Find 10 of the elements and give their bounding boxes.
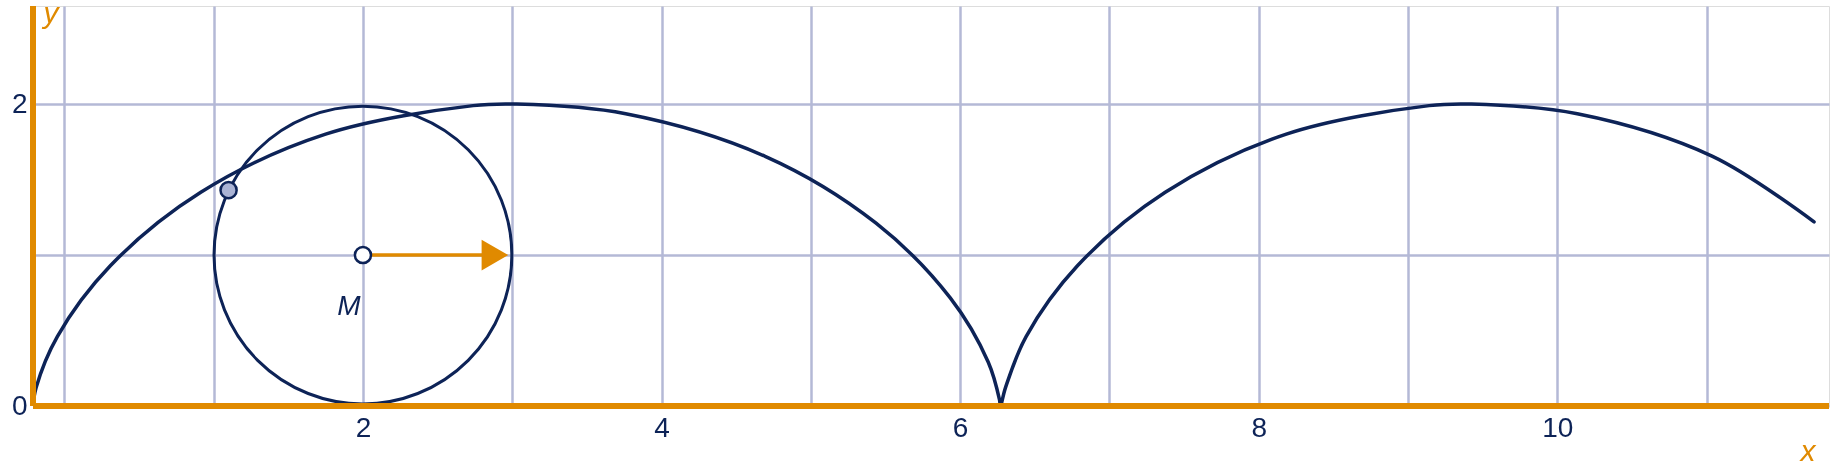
series-label: M — [337, 290, 362, 322]
line-series — [33, 102, 1816, 406]
x-tick-label: 6 — [952, 411, 969, 443]
x-tick-label: 4 — [654, 411, 670, 443]
x-axis-title: x — [1798, 433, 1817, 462]
y-axis-title: y — [41, 0, 61, 29]
x-tick-label: 10 — [1542, 411, 1574, 443]
x-tick-label: 2 — [355, 411, 372, 443]
x-tick-label: 8 — [1251, 411, 1267, 443]
y-tick-label: 0 — [11, 389, 28, 421]
